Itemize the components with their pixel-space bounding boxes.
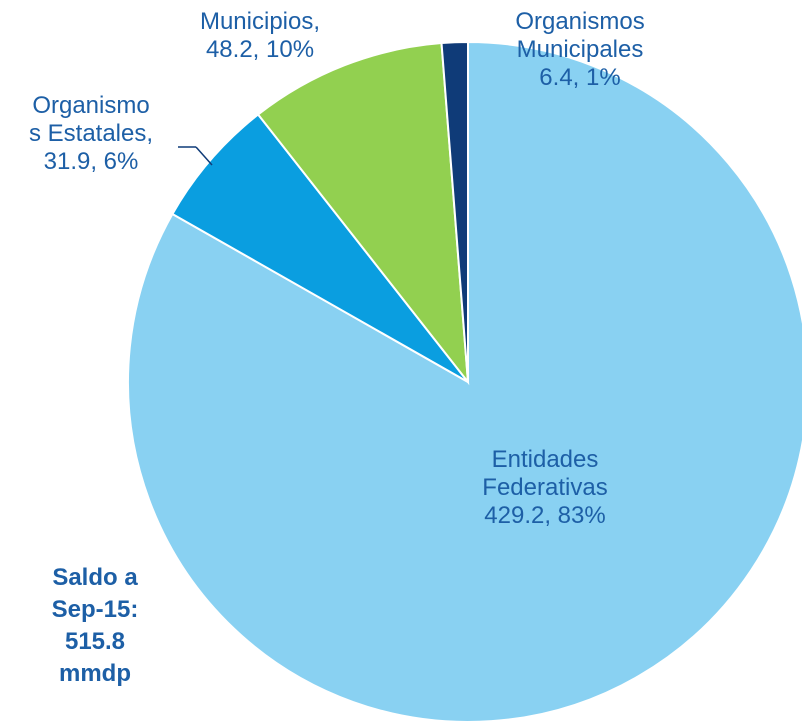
data-label: Municipios, 48.2, 10% — [199, 8, 321, 63]
data-label: Organismos Estatales, 31.9, 6% — [28, 92, 154, 175]
data-label: Organismos Municipales 6.4, 1% — [515, 8, 645, 91]
pie-slice — [256, 41, 470, 386]
pie-slice — [440, 40, 469, 383]
pie-slice — [171, 113, 469, 383]
pie-slice — [127, 40, 802, 723]
data-label: Entidades Federativas 429.2, 83% — [482, 446, 608, 529]
annotation: Saldo a Sep-15: 515.8 mmdp — [51, 564, 139, 687]
leader-line — [195, 146, 213, 166]
